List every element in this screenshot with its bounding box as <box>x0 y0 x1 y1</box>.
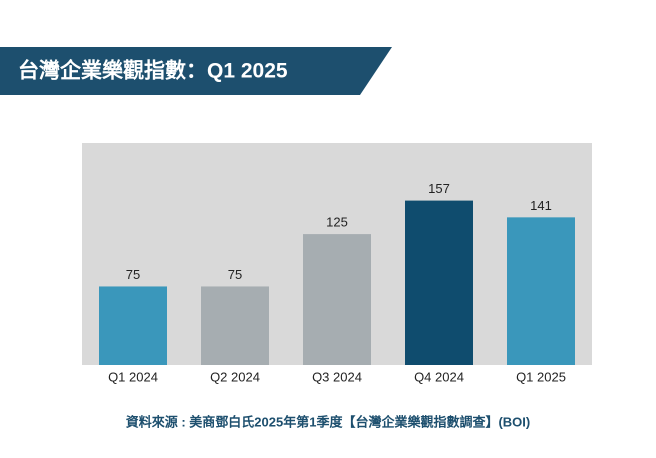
x-tick-label: Q4 2024 <box>414 369 464 384</box>
value-label: 157 <box>428 181 450 196</box>
bar <box>303 234 371 365</box>
value-label: 75 <box>228 267 242 282</box>
chart-title: 台灣企業樂觀指數：Q1 2025 <box>18 59 288 83</box>
x-tick-label: Q2 2024 <box>210 369 260 384</box>
value-label: 125 <box>326 215 348 230</box>
x-tick-label: Q1 2024 <box>108 369 158 384</box>
bar <box>405 200 473 365</box>
bar <box>201 286 269 365</box>
bar <box>507 217 575 365</box>
value-label: 75 <box>126 267 140 282</box>
x-tick-label: Q3 2024 <box>312 369 362 384</box>
title-banner <box>0 47 392 95</box>
value-label: 141 <box>530 198 552 213</box>
source-note: 資料來源 : 美商鄧白氏2025年第1季度【台灣企業樂觀指數調查】(BOI) <box>126 414 530 429</box>
bar <box>99 286 167 365</box>
x-tick-label: Q1 2025 <box>516 369 566 384</box>
